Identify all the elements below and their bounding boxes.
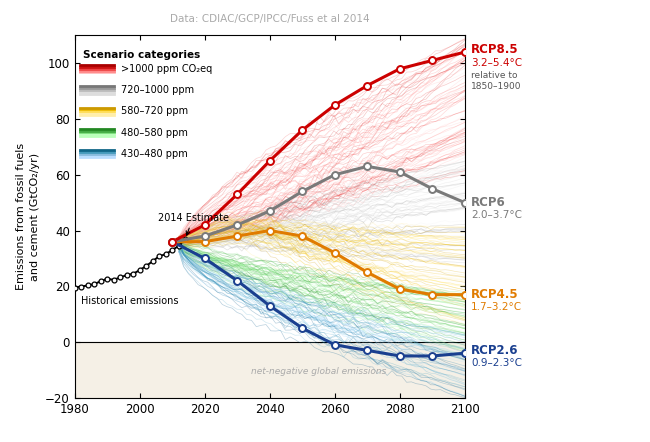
- Text: 2.0–3.7°C: 2.0–3.7°C: [471, 210, 522, 220]
- Y-axis label: Emissions from fossil fuels
and cement (GtCO₂/yr): Emissions from fossil fuels and cement (…: [16, 143, 40, 290]
- Text: relative to: relative to: [471, 71, 518, 80]
- Text: RCP4.5: RCP4.5: [471, 288, 519, 301]
- Text: Scenario categories: Scenario categories: [83, 50, 201, 60]
- Text: 2014 Estimate: 2014 Estimate: [157, 213, 229, 235]
- Text: 720–1000 ppm: 720–1000 ppm: [121, 85, 194, 95]
- Text: 430–480 ppm: 430–480 ppm: [121, 149, 187, 159]
- Text: RCP6: RCP6: [471, 196, 506, 209]
- Text: RCP2.6: RCP2.6: [471, 344, 519, 357]
- Text: RCP8.5: RCP8.5: [471, 43, 519, 56]
- Text: 3.2–5.4°C: 3.2–5.4°C: [471, 58, 523, 68]
- Text: net-negative global emissions: net-negative global emissions: [251, 367, 386, 376]
- Text: 580–720 ppm: 580–720 ppm: [121, 107, 188, 116]
- Text: >1000 ppm CO₂eq: >1000 ppm CO₂eq: [121, 64, 212, 74]
- Text: Data: CDIAC/GCP/IPCC/Fuss et al 2014: Data: CDIAC/GCP/IPCC/Fuss et al 2014: [170, 15, 370, 24]
- Text: 480–580 ppm: 480–580 ppm: [121, 128, 187, 137]
- Text: 1850–1900: 1850–1900: [471, 83, 522, 91]
- Text: Historical emissions: Historical emissions: [81, 297, 179, 306]
- Text: 0.9–2.3°C: 0.9–2.3°C: [471, 358, 522, 368]
- Text: 1.7–3.2°C: 1.7–3.2°C: [471, 302, 523, 312]
